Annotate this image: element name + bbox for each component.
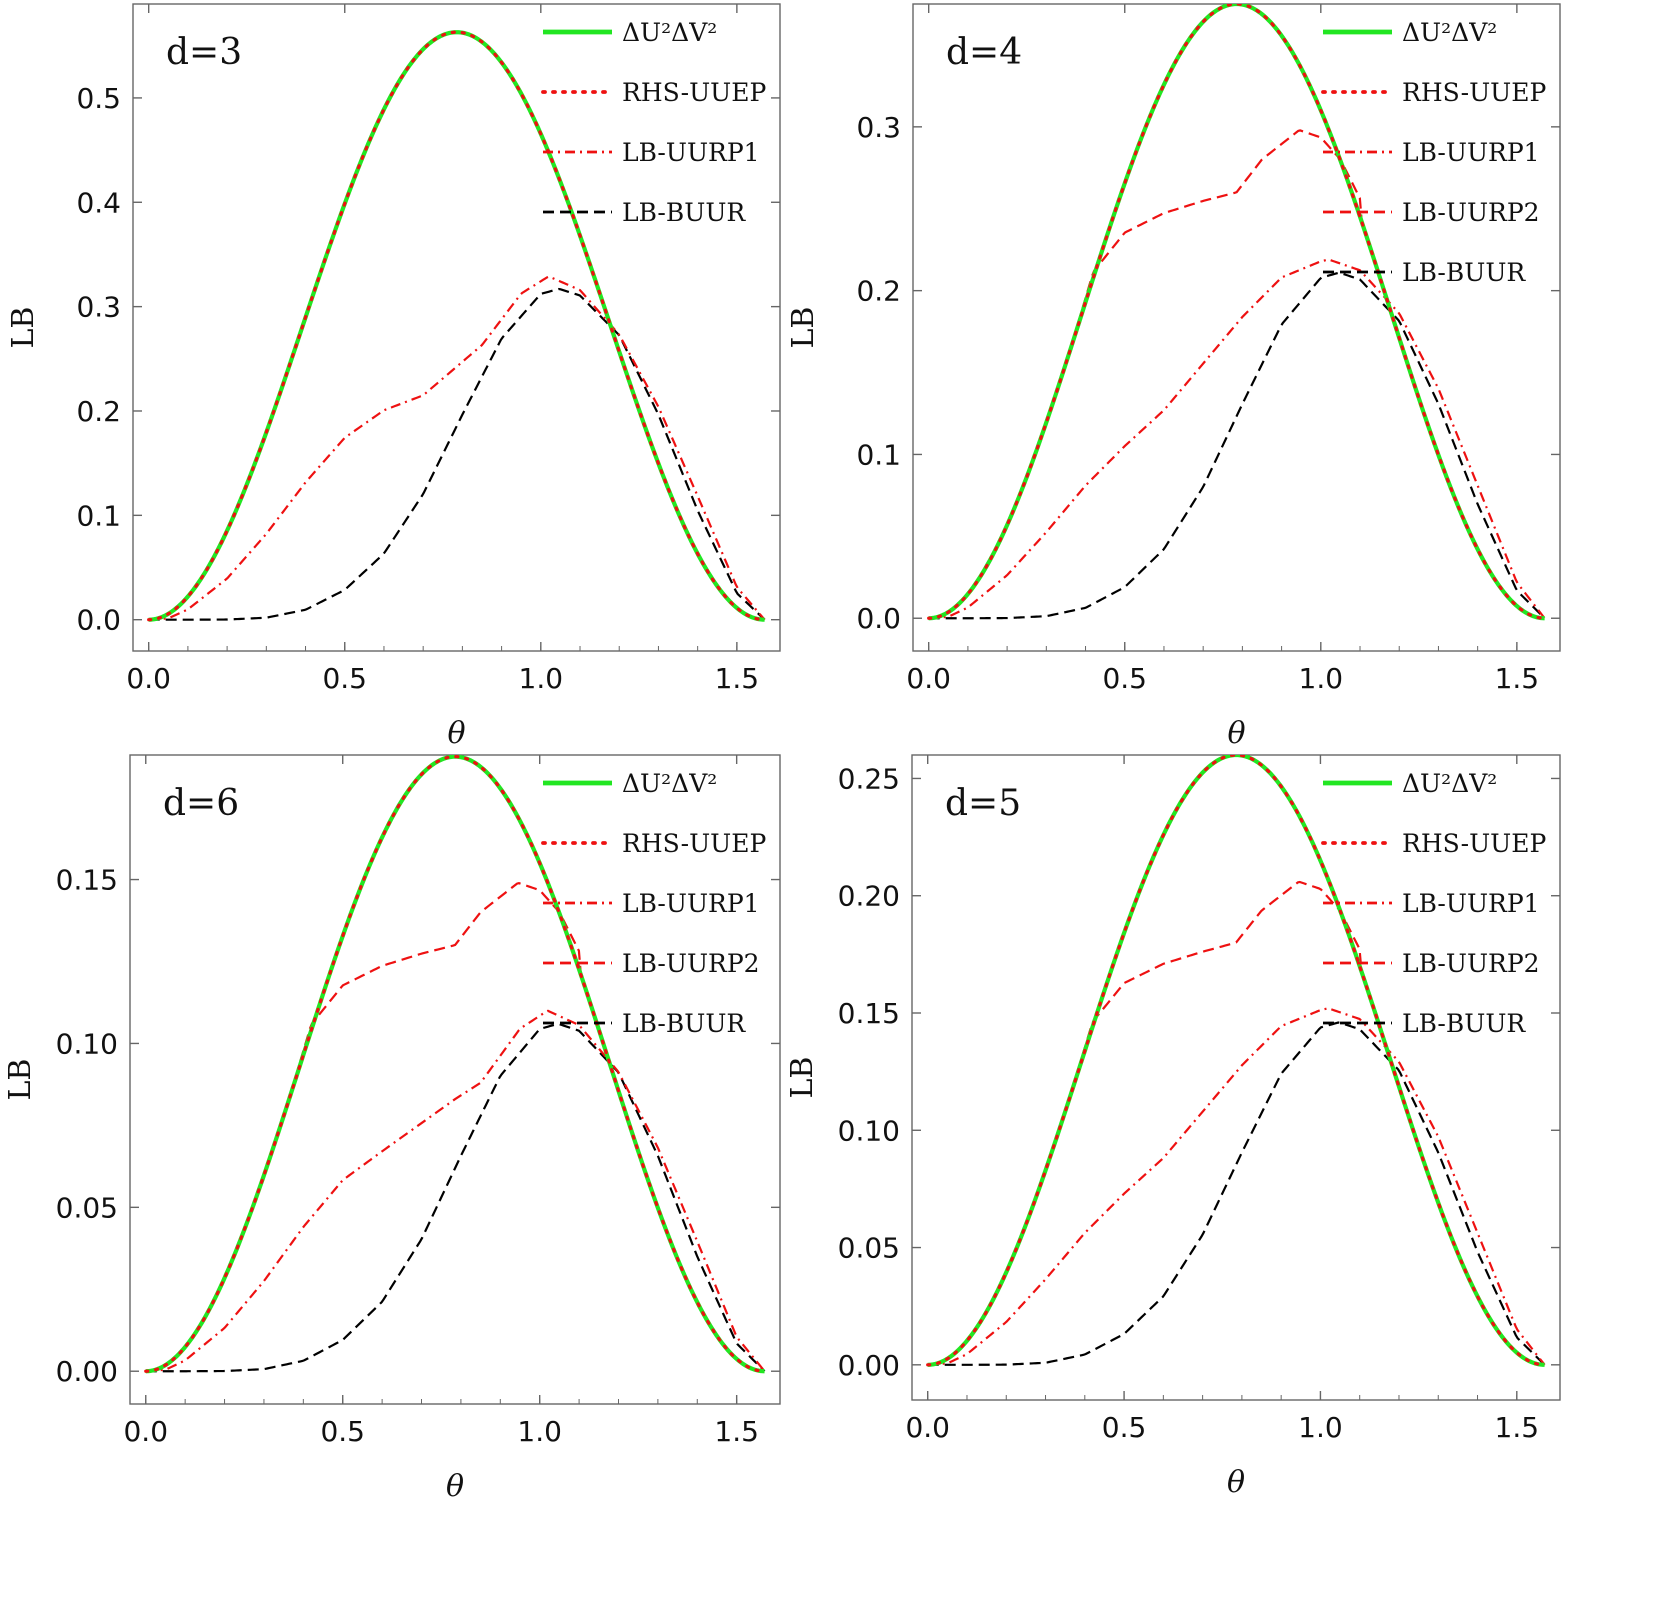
panel-title: d=6 bbox=[163, 783, 239, 824]
x-axis-label: θ bbox=[447, 716, 465, 751]
legend-label: LB-UURP2 bbox=[1402, 198, 1540, 227]
y-axis-label: LB bbox=[3, 1059, 38, 1101]
series-line-lb-buur bbox=[148, 287, 766, 621]
legend-label: ΔU²ΔV² bbox=[622, 18, 717, 47]
y-tick-label: 0.0 bbox=[76, 604, 121, 637]
y-tick-label: 0.3 bbox=[76, 291, 121, 324]
x-tick-label: 0.5 bbox=[1102, 662, 1147, 695]
y-tick-label: 0.4 bbox=[76, 186, 121, 219]
x-tick-label: 1.5 bbox=[1495, 1411, 1540, 1444]
legend-label: ΔU²ΔV² bbox=[1402, 18, 1497, 47]
y-tick-label: 0.1 bbox=[76, 499, 121, 532]
series-group bbox=[147, 30, 767, 622]
chart-panel-d=3: 0.0 0.5 1.0 1.5 0.0 0.1 0.2 0.3 0.4 0.5 θ LB d=3 ΔU²Δ… bbox=[6, 3, 781, 751]
y-tick-label: 0.5 bbox=[76, 82, 121, 115]
y-tick-label: 0.00 bbox=[838, 1349, 900, 1382]
y-axis-label: LB bbox=[6, 307, 41, 349]
panel-title: d=3 bbox=[166, 32, 242, 73]
legend-label: ΔU²ΔV² bbox=[622, 769, 717, 798]
x-tick-label: 1.0 bbox=[519, 662, 564, 695]
legend-label: LB-UURP2 bbox=[622, 949, 760, 978]
legend-label: ΔU²ΔV² bbox=[1402, 769, 1497, 798]
series-line-lb-buur bbox=[145, 1022, 766, 1373]
legend-label: LB-UURP1 bbox=[1402, 138, 1540, 167]
plot-frame bbox=[132, 3, 781, 652]
y-tick-label: 0.3 bbox=[856, 111, 901, 144]
x-tick-label: 0.5 bbox=[320, 1415, 365, 1448]
legend-label: LB-UURP1 bbox=[622, 138, 760, 167]
series-line--u-v- bbox=[148, 30, 765, 622]
x-tick-label: 0.5 bbox=[322, 662, 367, 695]
x-tick-label: 1.5 bbox=[714, 1415, 759, 1448]
chart-panel-d=6: 0.0 0.5 1.0 1.5 0.00 0.05 0.10 0.15 θ LB d=6 ΔU²ΔV²… bbox=[3, 754, 781, 1504]
series-group bbox=[144, 755, 767, 1374]
legend-label: LB-UURP1 bbox=[622, 889, 760, 918]
x-tick-label: 0.0 bbox=[123, 1415, 168, 1448]
series-line-lb-buur bbox=[927, 1021, 1546, 1366]
series-group bbox=[927, 4, 1547, 621]
x-tick-label: 0.5 bbox=[1102, 1411, 1147, 1444]
x-tick-label: 0.0 bbox=[906, 662, 951, 695]
legend-label: RHS-UUEP bbox=[622, 829, 766, 858]
x-tick-label: 1.5 bbox=[1495, 662, 1540, 695]
x-tick-label: 1.5 bbox=[715, 662, 760, 695]
legend-label: LB-BUUR bbox=[1402, 258, 1526, 287]
y-tick-label: 0.25 bbox=[838, 762, 900, 795]
series-line-lb-buur bbox=[928, 271, 1546, 620]
x-axis-label: θ bbox=[1227, 716, 1245, 751]
x-axis-label: θ bbox=[446, 1469, 464, 1504]
y-tick-label: 0.10 bbox=[838, 1114, 900, 1147]
legend-label: LB-BUUR bbox=[622, 198, 746, 227]
y-tick-label: 0.00 bbox=[56, 1355, 118, 1388]
y-tick-label: 0.15 bbox=[56, 864, 118, 897]
legend-label: LB-BUUR bbox=[622, 1009, 746, 1038]
series-line-rhs-uuep bbox=[147, 30, 767, 622]
legend-label: RHS-UUEP bbox=[1402, 78, 1546, 107]
legend-label: LB-UURP2 bbox=[1402, 949, 1540, 978]
chart-panel-d=5: 0.0 0.5 1.0 1.5 0.00 0.05 0.10 0.15 0.20 0.25 θ LB d… bbox=[785, 754, 1561, 1500]
x-tick-label: 0.0 bbox=[126, 662, 171, 695]
legend-label: RHS-UUEP bbox=[622, 78, 766, 107]
y-tick-label: 0.05 bbox=[838, 1232, 900, 1265]
chart-panel-d=4: 0.0 0.5 1.0 1.5 0.0 0.1 0.2 0.3 θ LB d=4 ΔU²ΔV² RHS-… bbox=[786, 3, 1561, 751]
series-line-rhs-uuep bbox=[926, 755, 1547, 1367]
series-line-lb-uurp1 bbox=[148, 275, 766, 621]
series-line-rhs-uuep bbox=[144, 755, 767, 1373]
legend-label: LB-UURP1 bbox=[1402, 889, 1540, 918]
x-tick-label: 0.0 bbox=[905, 1411, 950, 1444]
series-line-rhs-uuep bbox=[927, 4, 1547, 620]
x-tick-label: 1.0 bbox=[1298, 1411, 1343, 1444]
x-axis-label: θ bbox=[1227, 1465, 1245, 1500]
y-tick-label: 0.05 bbox=[56, 1191, 118, 1224]
series-line-lb-uurp1 bbox=[927, 1007, 1546, 1366]
y-tick-label: 0.2 bbox=[856, 275, 901, 308]
series-line-lb-uurp1 bbox=[928, 258, 1546, 620]
series-line-lb-uurp1 bbox=[145, 1009, 766, 1373]
x-tick-label: 1.0 bbox=[517, 1415, 562, 1448]
y-tick-label: 0.20 bbox=[838, 880, 900, 913]
legend-label: RHS-UUEP bbox=[1402, 829, 1546, 858]
y-tick-label: 0.2 bbox=[76, 395, 121, 428]
y-axis-label: LB bbox=[786, 307, 821, 349]
panel-title: d=4 bbox=[946, 32, 1022, 73]
y-tick-label: 0.0 bbox=[856, 602, 901, 635]
panel-title: d=5 bbox=[945, 783, 1021, 824]
y-tick-label: 0.15 bbox=[838, 997, 900, 1030]
series-group bbox=[926, 755, 1547, 1367]
y-axis-label: LB bbox=[785, 1057, 820, 1099]
x-tick-label: 1.0 bbox=[1299, 662, 1344, 695]
y-tick-label: 0.1 bbox=[856, 438, 901, 471]
legend-label: LB-BUUR bbox=[1402, 1009, 1526, 1038]
y-tick-label: 0.10 bbox=[56, 1027, 118, 1060]
